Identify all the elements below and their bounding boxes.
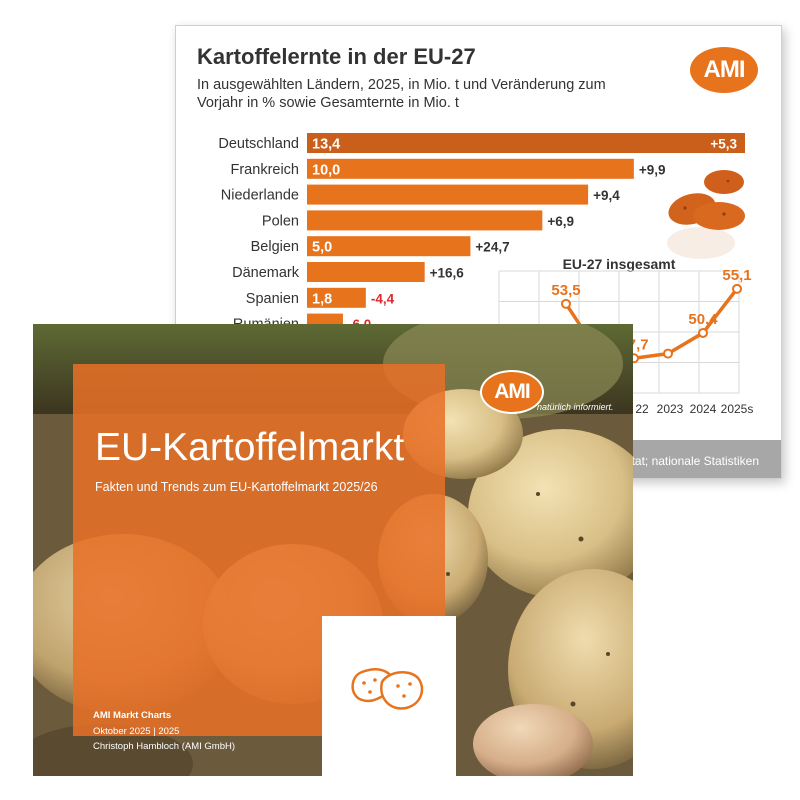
data-point (663, 348, 673, 359)
bar (307, 184, 589, 205)
cover-series: AMI Markt Charts (93, 710, 172, 721)
category-label: Belgien (251, 239, 299, 255)
bar (307, 210, 543, 231)
point-label: 55,1 (722, 267, 751, 284)
cover-subtitle: Fakten und Trends zum EU-Kartoffelmarkt … (95, 480, 378, 494)
cover-ami-logo: AMI (480, 370, 544, 414)
cover-date: Oktober 2025 | 2025 (93, 726, 180, 737)
point-label: 53,5 (551, 282, 580, 299)
change-label: +5,3 (710, 137, 737, 152)
data-point (561, 298, 571, 309)
change-label: +9,4 (593, 188, 620, 203)
x-tick-label: 2025s (721, 402, 754, 416)
cover-title: EU-Kartoffelmarkt (95, 426, 405, 469)
bar-value-label: 5,0 (312, 240, 332, 256)
category-label: Niederlande (221, 188, 299, 204)
category-label: Dänemark (232, 265, 300, 281)
bar-value-label: 13,4 (312, 137, 340, 153)
cover-orange-panel: EU-Kartoffelmarkt Fakten und Trends zum … (73, 364, 445, 752)
cover-tagline: natürlich informiert. (537, 402, 614, 412)
change-label: +6,9 (547, 214, 574, 229)
line-chart-title: EU-27 insgesamt (563, 256, 676, 272)
bar (307, 158, 634, 179)
bar (307, 287, 366, 308)
ami-logo: AMI (690, 47, 758, 93)
cover-author: Christoph Hambloch (AMI GmbH) (93, 741, 236, 752)
data-point (732, 283, 742, 294)
chart-title: Kartoffelernte in der EU-27 (197, 44, 476, 69)
change-label: +16,6 (430, 266, 465, 281)
point-label: 50,4 (688, 311, 718, 328)
x-tick-label: 22 (635, 402, 649, 416)
bar (307, 262, 425, 282)
category-label: Frankreich (231, 162, 300, 178)
x-tick-label: 2024 (690, 402, 717, 416)
potatoes-icon (351, 668, 424, 710)
potato-illustration-icon (667, 170, 745, 259)
change-label: -4,4 (371, 291, 395, 306)
chart-subtitle: In ausgewählten Ländern, 2025, in Mio. t… (197, 77, 606, 111)
cover-page: EU-Kartoffelmarkt Fakten und Trends zum … (33, 324, 633, 776)
change-label: +9,9 (639, 162, 666, 177)
cover-icon-tile (322, 616, 456, 776)
change-label: +24,7 (475, 240, 509, 255)
bar-value-label: 10,0 (312, 162, 340, 178)
bar-value-label: 1,8 (312, 291, 332, 307)
source-text: tat; nationale Statistiken (631, 454, 759, 468)
category-label: Spanien (246, 291, 299, 307)
category-label: Deutschland (218, 136, 299, 152)
category-label: Polen (262, 213, 299, 229)
bar (307, 133, 745, 153)
data-point (698, 327, 708, 338)
bar (307, 236, 471, 257)
x-tick-label: 2023 (657, 402, 684, 416)
